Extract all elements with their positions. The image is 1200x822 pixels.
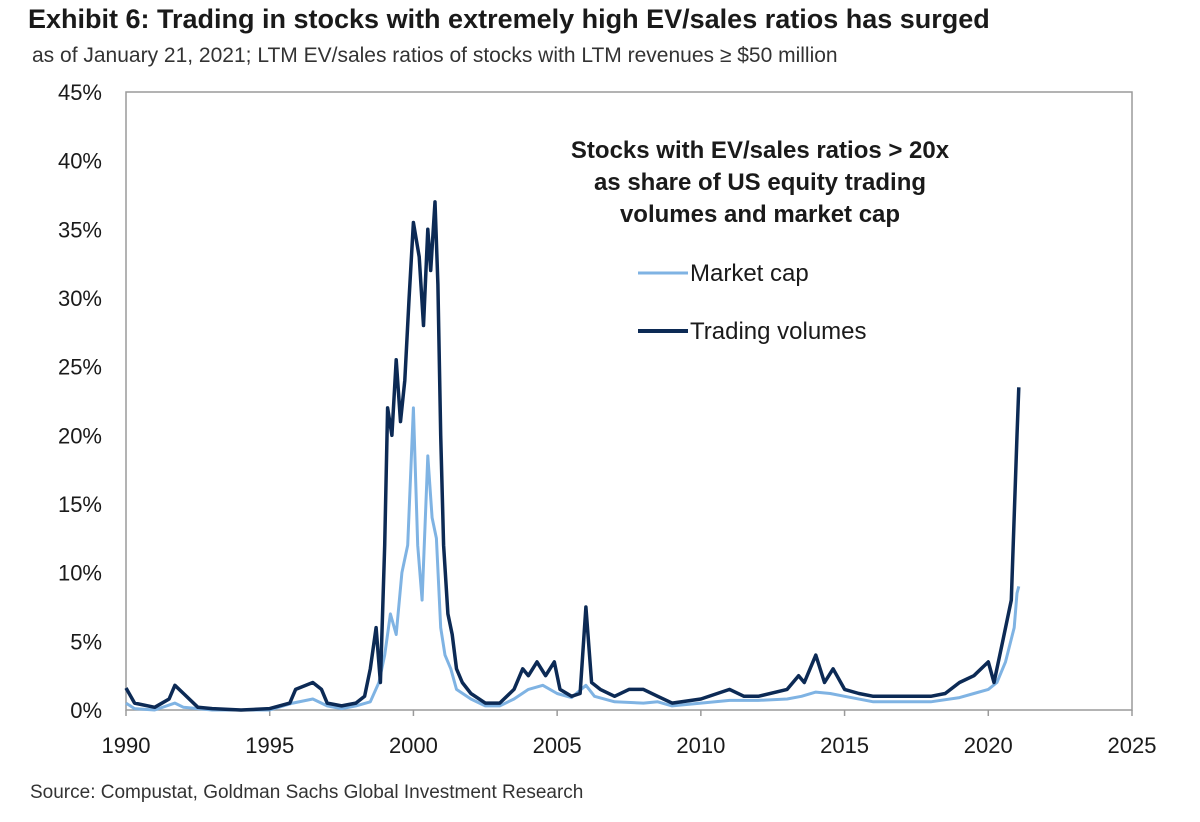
- source-note: Source: Compustat, Goldman Sachs Global …: [30, 782, 584, 803]
- y-tick-label: 0%: [70, 698, 102, 723]
- y-tick-label: 10%: [58, 561, 102, 586]
- y-axis: 0% 5% 10% 15% 20% 25% 30% 35% 40% 45%: [58, 80, 102, 723]
- chart-subtitle: as of January 21, 2021; LTM EV/sales rat…: [32, 44, 838, 67]
- annotation-line-2: as share of US equity trading: [594, 169, 926, 196]
- y-tick-label: 30%: [58, 286, 102, 311]
- x-tick-label: 2000: [389, 733, 438, 758]
- annotation-line-1: Stocks with EV/sales ratios > 20x: [571, 137, 950, 164]
- y-tick-label: 5%: [70, 629, 102, 654]
- y-tick-label: 40%: [58, 149, 102, 174]
- x-tick-label: 2025: [1108, 733, 1157, 758]
- y-tick-label: 15%: [58, 492, 102, 517]
- legend-label-trading-volumes: Trading volumes: [690, 318, 867, 345]
- series-line-trading-volumes: [124, 200, 1021, 712]
- x-tick-label: 2015: [820, 733, 869, 758]
- x-tick-label: 1995: [245, 733, 294, 758]
- x-axis: 1990 1995 2000 2005 2010 2015 2020 2025: [102, 710, 1157, 758]
- y-tick-label: 20%: [58, 423, 102, 448]
- series-layer: [124, 200, 1021, 712]
- y-tick-label: 25%: [58, 355, 102, 380]
- x-tick-label: 2010: [676, 733, 725, 758]
- x-tick-label: 1990: [102, 733, 151, 758]
- x-tick-label: 2005: [533, 733, 582, 758]
- series-line-market-cap: [125, 406, 1021, 712]
- x-tick-label: 2020: [964, 733, 1013, 758]
- legend-label-market-cap: Market cap: [690, 260, 809, 287]
- chart-title: Exhibit 6: Trading in stocks with extrem…: [28, 4, 990, 34]
- y-tick-label: 35%: [58, 217, 102, 242]
- annotation-line-3: volumes and market cap: [620, 201, 900, 228]
- plot-area: [125, 91, 1133, 711]
- y-tick-label: 45%: [58, 80, 102, 105]
- legend: Market cap Trading volumes: [638, 260, 867, 345]
